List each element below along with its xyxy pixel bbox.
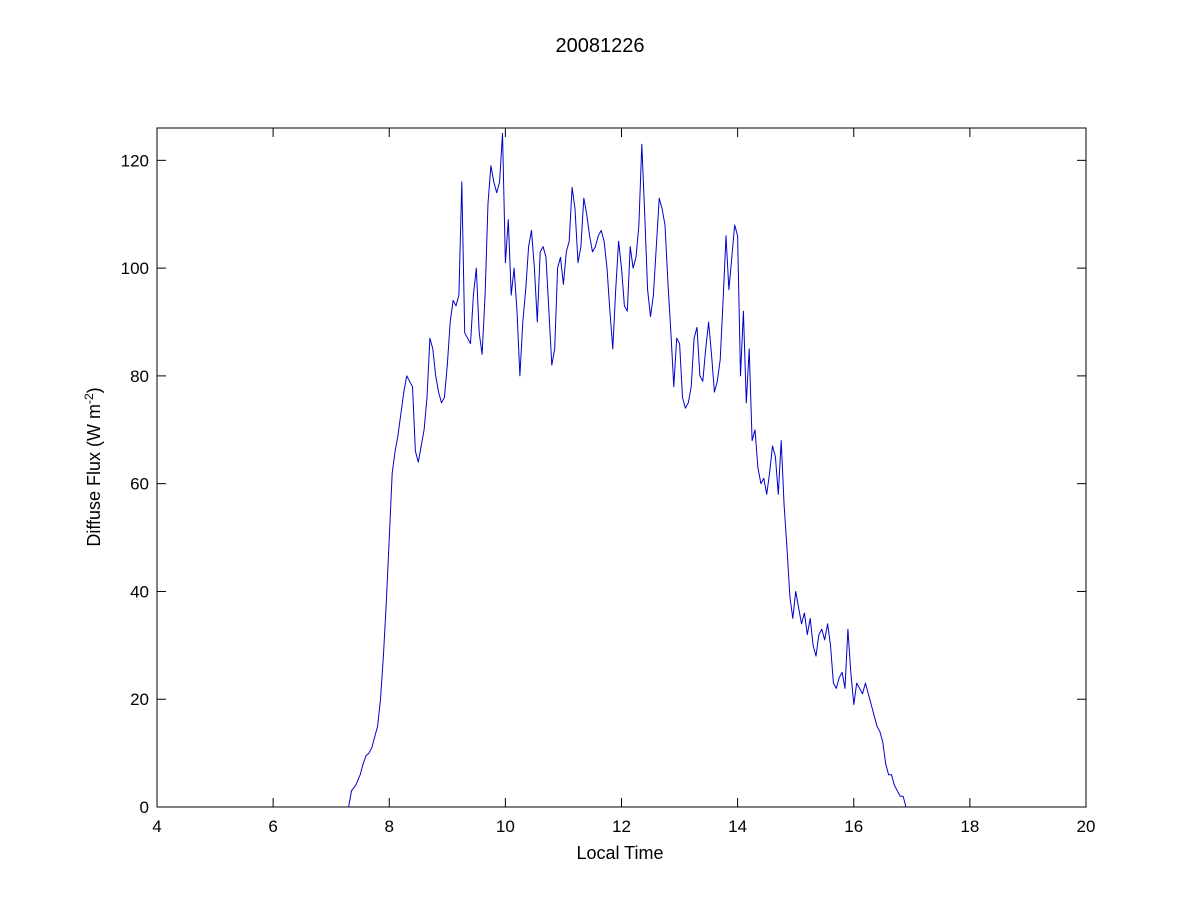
series-line-0 — [348, 132, 907, 808]
y-tick-label: 0 — [140, 798, 149, 817]
chart-title: 20081226 — [556, 35, 645, 57]
y-tick-label: 20 — [130, 690, 149, 709]
x-tick-label: 18 — [960, 817, 979, 836]
y-tick-label: 40 — [130, 582, 149, 601]
y-axis-label-prefix: Diffuse Flux (W m — [84, 404, 104, 547]
x-axis-label: Local Time — [576, 843, 663, 863]
y-axis-label-superscript: -2 — [82, 393, 96, 404]
x-tick-label: 8 — [385, 817, 394, 836]
x-tick-label: 10 — [496, 817, 515, 836]
x-tick-label: 16 — [844, 817, 863, 836]
y-axis-label-suffix: ) — [84, 387, 104, 393]
x-tick-label: 12 — [612, 817, 631, 836]
y-tick-label: 120 — [121, 151, 149, 170]
x-tick-label: 6 — [268, 817, 277, 836]
y-axis-label: Diffuse Flux (W m-2) — [82, 387, 104, 546]
plot-area — [156, 127, 1087, 808]
y-axis: 0 20 40 60 80 100 120 — [121, 151, 1086, 817]
y-tick-label: 100 — [121, 259, 149, 278]
y-tick-label: 60 — [130, 475, 149, 494]
series-layer — [348, 132, 907, 808]
x-tick-label: 20 — [1077, 817, 1096, 836]
x-tick-label: 4 — [152, 817, 161, 836]
x-tick-label: 14 — [728, 817, 747, 836]
y-tick-label: 80 — [130, 367, 149, 386]
x-axis: 4 6 8 10 12 14 16 18 20 — [152, 128, 1095, 836]
